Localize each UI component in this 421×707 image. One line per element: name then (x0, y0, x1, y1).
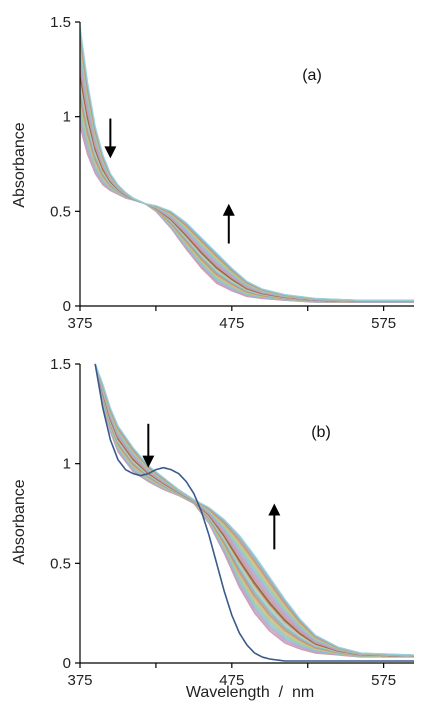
panel-a-spectrum-line (80, 79, 414, 302)
panel-a-y-tick-label: 0.5 (50, 203, 71, 220)
panel-a-spectrum-line (80, 35, 414, 302)
panel-a-spectrum-line (80, 42, 414, 302)
panel-b-spectrum-line (94, 363, 414, 658)
panel-b-x-tick-label: 475 (219, 672, 244, 689)
panel-a-spectra (80, 25, 414, 303)
panel-a-label: (a) (302, 67, 322, 84)
panel-b-y-tick-label: 1 (63, 456, 71, 473)
panel-b-arrows (142, 423, 281, 550)
panel-b-y-tick-label: 1.5 (50, 356, 71, 373)
panel-a-x-tick-label: 575 (371, 315, 396, 332)
panel-a-spectrum-line (80, 122, 414, 303)
panel-a-spectrum-line (80, 32, 414, 302)
panel-b-axes (79, 364, 414, 664)
panel-b-initial-spectrum-line (94, 363, 414, 662)
panel-a-spectrum-line (80, 99, 414, 303)
panel-a-y-tick-label: 1 (63, 109, 71, 126)
panel-a-x-tick-label: 475 (219, 315, 244, 332)
panel-a-spectrum-line (80, 125, 414, 303)
panel-a-spectrum-line (80, 115, 414, 303)
panel-a-spectrum-line (80, 29, 414, 302)
panel-b-y-tick-label: 0 (63, 655, 71, 672)
panel-b-x-tick-label: 575 (371, 672, 396, 689)
panel-a-y-tick-label: 1.5 (50, 14, 71, 31)
panel-a: 0 0.5 1 1.5 375 475 575 Absorbance (a) (11, 14, 414, 332)
panel-a-spectrum-line (80, 65, 414, 302)
panel-a-spectrum-line (80, 55, 414, 302)
panel-a-arrow-down-head (104, 146, 117, 159)
panel-a-arrows (104, 118, 235, 244)
panel-b: 0 0.5 1 1.5 375 475 575 Absorbance (b) Wavelen… (11, 356, 414, 701)
panel-a-spectrum-line (80, 95, 414, 303)
panel-a-spectrum-line (80, 85, 414, 303)
panel-a-y-tick-label: 0 (63, 298, 71, 315)
panel-a-spectrum-line (80, 39, 414, 302)
panel-b-y-tick-label: 0.5 (50, 555, 71, 572)
panel-a-spectrum-line (80, 75, 414, 302)
panel-b-spectra (94, 363, 414, 662)
panel-a-spectrum-line (80, 52, 414, 302)
panel-a-x-tick-label: 375 (67, 315, 92, 332)
panel-b-x-tick-label: 375 (67, 672, 92, 689)
panel-a-spectrum-line (80, 112, 414, 303)
panel-b-ylabel: Absorbance (11, 479, 28, 564)
panel-b-arrow-down-head (142, 455, 155, 468)
panel-b-ticks: 0 0.5 1 1.5 375 475 575 (50, 356, 396, 689)
panel-a-spectrum-line (80, 105, 414, 303)
panel-a-spectrum-line (80, 62, 414, 302)
panel-a-spectrum-line (80, 25, 414, 301)
panel-b-xlabel: Wavelength / nm (186, 684, 314, 701)
panel-a-spectrum-line (80, 109, 414, 303)
panel-a-spectrum-line (80, 49, 414, 302)
panel-a-arrow-up-head (222, 203, 235, 216)
panel-a-spectrum-line (80, 59, 414, 302)
panel-a-spectrum-line (80, 45, 414, 302)
panel-b-arrow-up-head (268, 503, 281, 516)
panel-a-ylabel: Absorbance (11, 122, 28, 207)
panel-a-spectrum-line (80, 119, 414, 303)
panel-a-axes (79, 22, 414, 307)
panel-b-label: (b) (311, 424, 331, 441)
panel-a-spectrum-line (80, 69, 414, 302)
panel-a-spectrum-line (80, 72, 414, 302)
panel-a-spectrum-line (80, 102, 414, 303)
panel-a-ticks: 0 0.5 1 1.5 375 475 575 (50, 14, 396, 332)
panel-a-spectrum-line (80, 82, 414, 303)
